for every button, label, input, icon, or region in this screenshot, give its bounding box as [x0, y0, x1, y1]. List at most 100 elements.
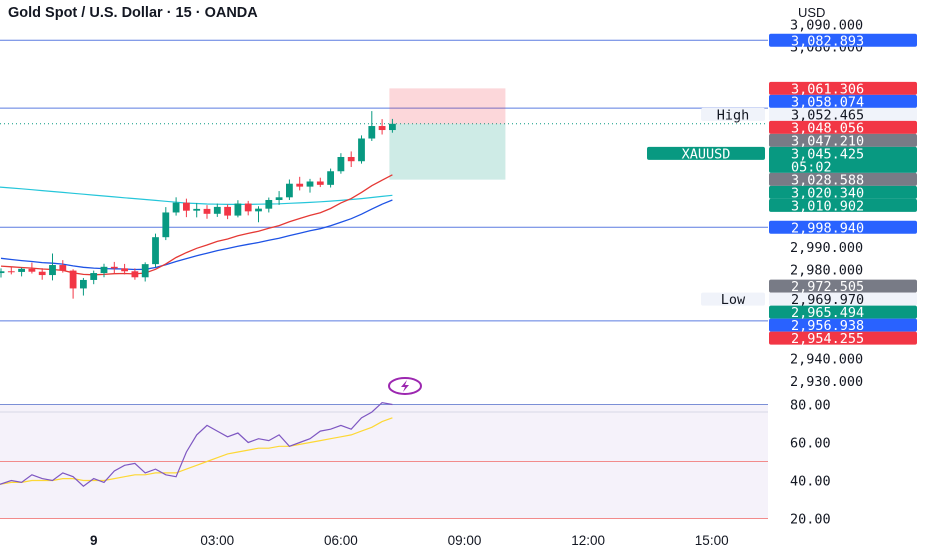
candle-body [224, 206, 231, 216]
price-tag [769, 185, 917, 199]
price-tag [769, 279, 917, 293]
price-tag-name-box [647, 146, 765, 160]
candle-body [152, 237, 159, 265]
candle-body [389, 123, 396, 131]
candle-body [172, 202, 180, 213]
time-axis: 9 03:00 06:00 09:00 12:00 15:00 [90, 533, 729, 548]
time-tick-label: 12:00 [571, 533, 605, 548]
candle-body [0, 271, 5, 274]
candle-body [234, 203, 242, 216]
price-tag-value: 3,010.902 [791, 198, 864, 214]
time-tick-label: 06:00 [324, 533, 358, 548]
candle-body [347, 156, 355, 162]
rsi-tick-label: 60.00 [790, 436, 831, 452]
sma-line [0, 186, 393, 205]
price-tag-value: 3,045.425 [791, 146, 864, 162]
candle-body [141, 264, 149, 278]
candle-body [69, 270, 77, 289]
price-tag [769, 318, 917, 332]
price-tag-name: High [717, 107, 750, 123]
candle-body [18, 268, 25, 272]
rsi-tick-label: 80.00 [790, 398, 831, 414]
price-tag [769, 198, 917, 212]
alert-icon[interactable] [388, 377, 422, 395]
price-tick-label: 2,930.000 [790, 374, 863, 390]
candle-body [49, 265, 56, 276]
time-tick-label: 15:00 [695, 533, 729, 548]
candle-body [80, 279, 87, 289]
candle-body [121, 268, 128, 272]
price-tag-name-box [701, 107, 765, 121]
price-axis[interactable]: 3,090.0003,080.0002,990.0002,980.0002,94… [790, 17, 863, 527]
candle-body [286, 183, 293, 198]
price-tag [769, 220, 917, 234]
candle-body [244, 203, 252, 212]
price-tag-name: XAUUSD [682, 146, 731, 162]
ema-fast-line [0, 174, 393, 276]
candle-body [378, 126, 386, 131]
price-tag-countdown: 05:02 [791, 159, 832, 175]
price-tag [769, 292, 917, 306]
stop-zone [389, 88, 506, 124]
rsi-ma-line [0, 417, 393, 485]
price-tick-label: 3,090.000 [790, 17, 863, 33]
candle-body [327, 171, 334, 185]
chart-title: Gold Spot / U.S. Dollar · 15 · OANDA [8, 5, 258, 21]
price-tag [769, 172, 917, 186]
rsi-tick-label: 40.00 [790, 474, 831, 490]
price-tag [769, 120, 917, 134]
price-tag-value: 2,956.938 [791, 318, 864, 334]
rsi-line [0, 401, 393, 487]
candles [0, 111, 396, 299]
candle-body [358, 138, 365, 162]
price-tag-value: 3,082.893 [791, 33, 864, 49]
candle-body [255, 208, 262, 212]
candle-body [337, 156, 345, 172]
price-tag-value: 2,972.505 [791, 279, 864, 295]
candle-body [28, 268, 36, 272]
time-tick-label: 9 [90, 533, 98, 548]
price-tag-value: 2,965.494 [791, 305, 864, 321]
target-zone [389, 123, 506, 180]
candle-body [296, 183, 304, 187]
rsi-pane [0, 404, 768, 519]
price-tag [769, 94, 917, 108]
price-tag [769, 146, 917, 173]
candle-body [90, 273, 98, 280]
candle-body [213, 206, 221, 214]
price-tick-label: 2,980.000 [790, 262, 863, 278]
rsi-tick-label: 20.00 [790, 512, 831, 528]
price-tag-name: Low [721, 292, 746, 308]
price-tag [769, 107, 917, 121]
candle-body [38, 271, 46, 276]
price-tag-value: 2,969.970 [791, 292, 864, 308]
price-tag-value: 3,028.588 [791, 172, 864, 188]
candle-body [265, 199, 273, 209]
price-tag-value: 3,048.056 [791, 120, 864, 136]
price-tag-value: 3,020.340 [791, 185, 864, 201]
candle-body [203, 208, 211, 214]
time-tick-label: 09:00 [448, 533, 482, 548]
candle-body [162, 212, 170, 238]
candle-body [368, 126, 376, 139]
time-tick-label: 03:00 [200, 533, 234, 548]
price-tag [769, 331, 917, 345]
price-tag [769, 305, 917, 319]
candle-body [7, 271, 15, 273]
price-tag-value: 3,047.210 [791, 133, 864, 149]
ema-slow-line [0, 199, 393, 271]
price-tag [769, 81, 917, 95]
candle-body [183, 202, 190, 211]
currency-label: USD [798, 5, 825, 20]
candle-body [131, 271, 139, 278]
price-tag [769, 33, 917, 47]
price-tag-value: 3,058.074 [791, 94, 864, 110]
price-tag-value: 3,052.465 [791, 107, 864, 123]
price-tick-label: 2,990.000 [790, 240, 863, 256]
price-tick-label: 2,940.000 [790, 352, 863, 368]
candle-body [110, 266, 118, 269]
candle-body [275, 197, 283, 200]
price-tag-value: 2,998.940 [791, 220, 864, 236]
